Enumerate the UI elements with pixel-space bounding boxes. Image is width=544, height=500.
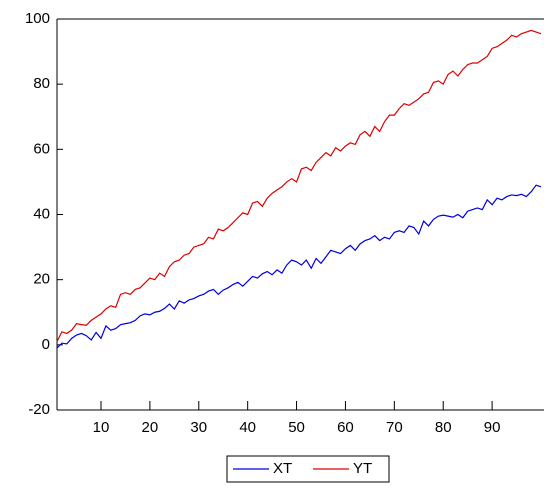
x-tick-label: 60: [337, 419, 354, 436]
y-tick-label: 0: [42, 336, 50, 353]
series-line: [56, 184, 542, 349]
y-tick-label: 40: [33, 205, 50, 222]
y-tick-label: 60: [33, 140, 50, 157]
x-tick-label: 50: [288, 419, 305, 436]
x-tick-label: 70: [386, 419, 403, 436]
series-line: [56, 29, 542, 342]
y-tick-label: 20: [33, 271, 50, 288]
x-tick-label: 90: [484, 419, 501, 436]
x-tick-label: 30: [190, 419, 207, 436]
y-tick-label: 100: [25, 10, 50, 27]
legend-label: YT: [353, 460, 372, 477]
x-tick-label: 20: [142, 419, 159, 436]
x-tick-label: 10: [93, 419, 110, 436]
legend-label: XT: [273, 460, 292, 477]
y-tick-label: 80: [33, 75, 50, 92]
x-tick-label: 40: [239, 419, 256, 436]
x-tick-label: 80: [435, 419, 452, 436]
y-tick-label: -20: [28, 401, 50, 418]
